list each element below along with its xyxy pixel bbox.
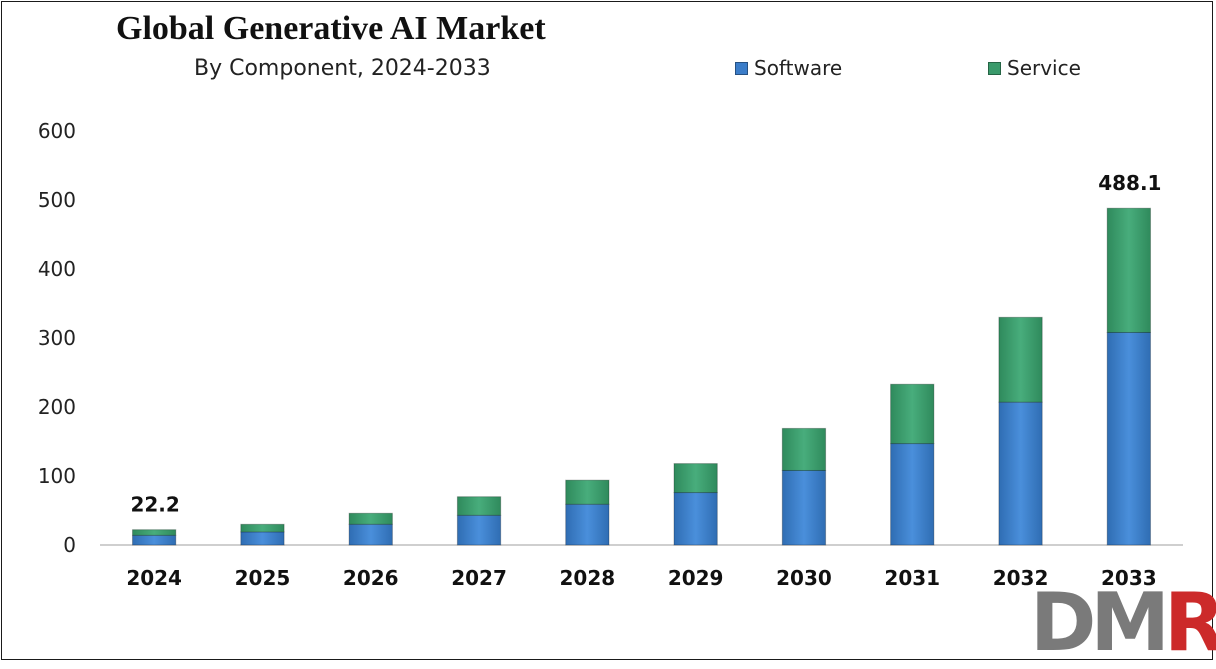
bar-software-2029 [673, 492, 718, 546]
x-tick-label: 2026 [343, 566, 399, 590]
data-labels: 22.2 488.1 [130, 171, 1161, 516]
y-tick-label: 400 [38, 257, 76, 281]
legend-label-service: Service [1007, 56, 1081, 80]
x-tick-label: 2032 [993, 566, 1049, 590]
bar-service-2027 [456, 496, 502, 516]
x-tick-label: 2027 [451, 566, 507, 590]
bar-software-2025 [240, 531, 285, 546]
bar-service-2025 [240, 523, 285, 533]
x-tick-label: 2029 [668, 566, 724, 590]
bar-service-2028 [565, 479, 610, 505]
bar-software-2027 [456, 514, 502, 546]
y-tick-label: 600 [38, 119, 76, 143]
dmr-logo: DMR [1030, 583, 1216, 663]
y-tick-label: 300 [38, 326, 76, 350]
data-label-2033: 488.1 [1098, 171, 1161, 195]
bar-service-2033 [1106, 207, 1152, 333]
x-tick-label: 2025 [235, 566, 291, 590]
y-axis: 0 100 200 300 400 500 600 [38, 119, 76, 557]
x-tick-label: 2028 [560, 566, 616, 590]
x-axis: 2024 2025 2026 2027 2028 2029 2030 2031 2032 2033 [100, 544, 1183, 590]
y-tick-label: 100 [38, 464, 76, 488]
bar-service-2024 [131, 529, 177, 536]
data-label-2024: 22.2 [130, 493, 179, 517]
x-tick-label: 2024 [126, 566, 182, 590]
bar-service-2026 [348, 512, 393, 525]
x-tick-label: 2033 [1101, 566, 1157, 590]
y-tick-label: 200 [38, 395, 76, 419]
bar-software-2032 [998, 401, 1043, 546]
bar-service-2031 [890, 383, 935, 445]
bar-service-2032 [998, 316, 1043, 403]
legend-label-software: Software [754, 56, 843, 80]
legend-item-software: Software [735, 56, 842, 80]
chart-title: Global Generative AI Market [116, 10, 546, 47]
y-tick-label: 0 [63, 533, 76, 557]
y-tick-label: 500 [38, 188, 76, 212]
bar-service-2030 [781, 427, 827, 471]
legend-item-service: Service [988, 56, 1081, 80]
bar-software-2026 [348, 523, 393, 546]
logo-dm-text: DM [1030, 576, 1170, 669]
x-tick-label: 2030 [776, 566, 832, 590]
bar-software-2030 [781, 469, 827, 546]
bar-software-2024 [131, 534, 177, 546]
bar-service-2029 [673, 463, 718, 494]
logo-r-text: R [1164, 576, 1216, 669]
bar-software-2031 [890, 443, 935, 546]
chart-subtitle: By Component, 2024-2033 [194, 56, 491, 81]
legend-swatch-service [988, 61, 1001, 75]
bar-software-2028 [565, 503, 610, 546]
bar-software-2033 [1106, 331, 1152, 546]
bars [131, 207, 1152, 546]
legend-swatch-software [735, 61, 748, 75]
x-tick-label: 2031 [884, 566, 940, 590]
